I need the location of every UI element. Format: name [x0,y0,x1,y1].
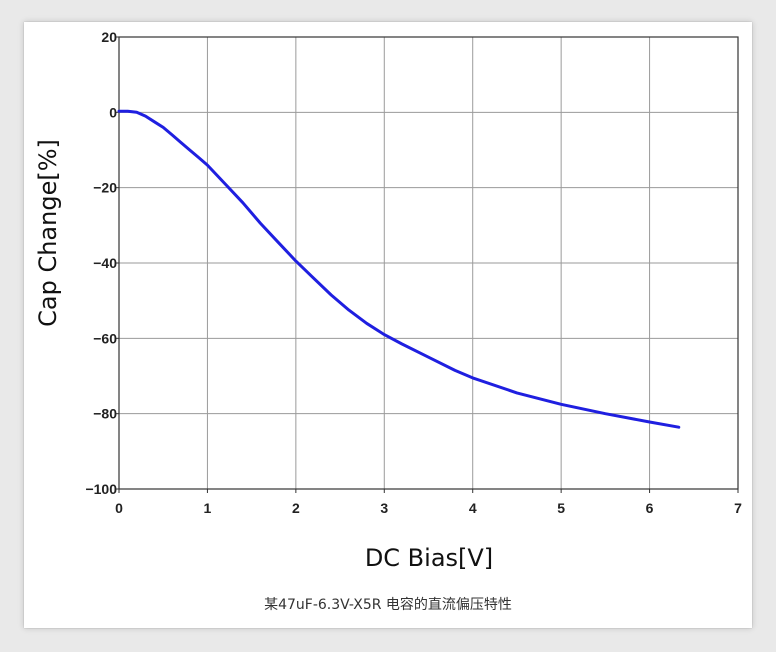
y-tick-labels: 20 0 −20 −40 −60 −80 −100 [85,29,117,497]
x-tick-label: 0 [115,500,123,516]
y-tick-label: −100 [85,481,117,497]
x-tick-label: 5 [557,500,565,516]
plot-frame [118,36,739,490]
figure-caption: 某47uF-6.3V-X5R 电容的直流偏压特性 [264,597,512,613]
y-tick-label: −60 [93,330,117,346]
grid-lines [115,36,739,493]
y-tick-label: −20 [93,180,117,196]
figure-card [24,22,752,628]
x-axis-title: DC Bias[V] [365,544,493,572]
x-tick-label: 6 [646,500,654,516]
x-tick-labels: 0 1 2 3 4 5 6 7 [115,500,742,516]
y-tick-label: −40 [93,255,117,271]
y-tick-label: 0 [109,104,117,120]
y-axis-title: Cap Change[%] [34,139,62,327]
y-tick-label: 20 [101,29,117,45]
y-tick-label: −80 [93,406,117,422]
x-tick-label: 7 [734,500,742,516]
x-tick-label: 3 [380,500,388,516]
x-tick-label: 1 [204,500,212,516]
x-tick-label: 2 [292,500,300,516]
x-tick-label: 4 [469,500,477,516]
series-line-cap-change [117,109,681,429]
